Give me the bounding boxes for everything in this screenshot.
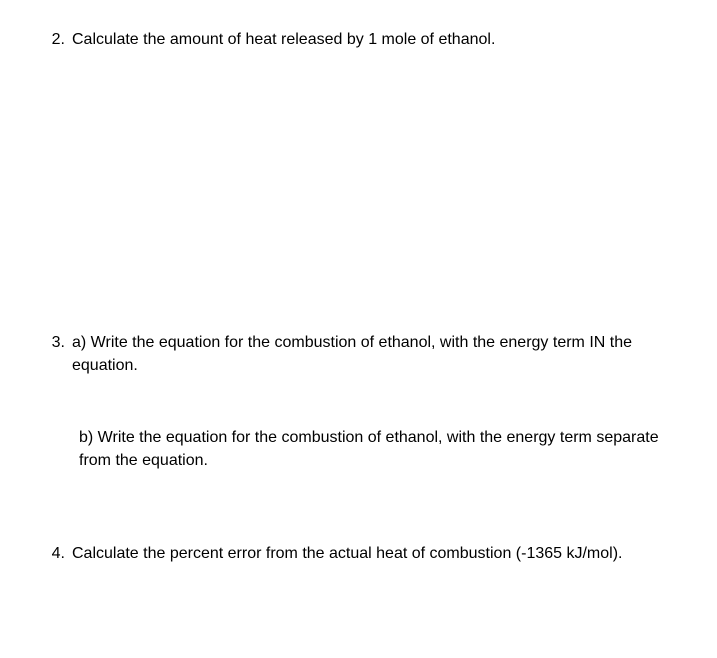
question-number: 4. xyxy=(50,542,72,565)
question-3: 3. a) Write the equation for the combust… xyxy=(50,331,667,472)
question-4: 4. Calculate the percent error from the … xyxy=(50,542,667,565)
question-3a-text: a) Write the equation for the combustion… xyxy=(72,331,667,377)
question-2: 2. Calculate the amount of heat released… xyxy=(50,28,667,51)
question-line: 3. a) Write the equation for the combust… xyxy=(50,331,667,377)
question-3b-text: b) Write the equation for the combustion… xyxy=(79,426,667,472)
question-number: 2. xyxy=(50,28,72,51)
question-number: 3. xyxy=(50,331,72,354)
question-text: Calculate the amount of heat released by… xyxy=(72,28,667,51)
question-text: Calculate the percent error from the act… xyxy=(72,542,667,565)
question-line: 4. Calculate the percent error from the … xyxy=(50,542,667,565)
question-line: 2. Calculate the amount of heat released… xyxy=(50,28,667,51)
